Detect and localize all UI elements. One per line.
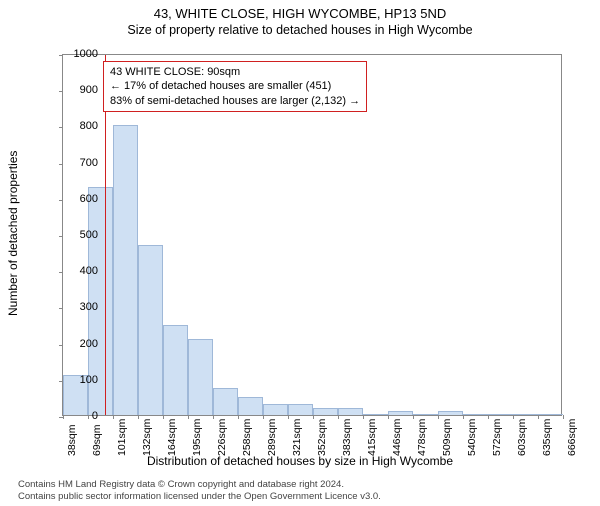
- histogram-bar: [513, 414, 538, 415]
- x-tick-label: 101sqm: [116, 419, 128, 456]
- x-tick-label: 478sqm: [416, 419, 428, 456]
- x-tick-label: 415sqm: [366, 419, 378, 456]
- histogram-bar: [213, 388, 238, 415]
- histogram-bar: [413, 414, 438, 415]
- histogram-bar: [313, 408, 338, 415]
- x-tick-label: 289sqm: [266, 419, 278, 456]
- histogram-bar: [463, 414, 488, 415]
- histogram-bar: [188, 339, 213, 415]
- footer-line1: Contains HM Land Registry data © Crown c…: [18, 479, 381, 490]
- x-tick-label: 603sqm: [516, 419, 528, 456]
- histogram-bar: [388, 411, 413, 415]
- histogram-bar: [438, 411, 463, 415]
- histogram-bar: [238, 397, 263, 415]
- callout-line2: ← 17% of detached houses are smaller (45…: [110, 79, 360, 93]
- chart-title-main: 43, WHITE CLOSE, HIGH WYCOMBE, HP13 5ND: [0, 6, 600, 21]
- x-tick-label: 69sqm: [91, 424, 103, 456]
- x-tick-label: 666sqm: [566, 419, 578, 456]
- y-tick-label: 400: [66, 265, 98, 277]
- footer-attribution: Contains HM Land Registry data © Crown c…: [18, 479, 381, 502]
- footer-line2: Contains public sector information licen…: [18, 491, 381, 502]
- x-tick-label: 195sqm: [191, 419, 203, 456]
- x-tick-label: 572sqm: [491, 419, 503, 456]
- y-tick-label: 800: [66, 120, 98, 132]
- x-tick-label: 352sqm: [316, 419, 328, 456]
- histogram-bar: [338, 408, 363, 415]
- y-tick-label: 0: [66, 410, 98, 422]
- x-tick-label: 321sqm: [291, 419, 303, 456]
- y-tick-label: 700: [66, 157, 98, 169]
- x-tick-label: 509sqm: [441, 419, 453, 456]
- x-tick-label: 132sqm: [141, 419, 153, 456]
- histogram-bar: [163, 325, 188, 416]
- histogram-bar: [488, 414, 513, 415]
- x-tick-label: 383sqm: [341, 419, 353, 456]
- y-tick-label: 1000: [66, 48, 98, 60]
- y-tick-label: 300: [66, 301, 98, 313]
- histogram-bar: [138, 245, 163, 415]
- histogram-bar: [263, 404, 288, 415]
- x-tick-label: 635sqm: [541, 419, 553, 456]
- y-axis-label: Number of detached properties: [6, 151, 20, 316]
- x-tick-label: 540sqm: [466, 419, 478, 456]
- x-tick-label: 226sqm: [216, 419, 228, 456]
- x-tick-label: 164sqm: [166, 419, 178, 456]
- chart-title-sub: Size of property relative to detached ho…: [0, 23, 600, 37]
- histogram-bar: [288, 404, 313, 415]
- x-tick-label: 446sqm: [391, 419, 403, 456]
- y-tick-label: 900: [66, 84, 98, 96]
- x-tick-label: 258sqm: [241, 419, 253, 456]
- callout-box: 43 WHITE CLOSE: 90sqm← 17% of detached h…: [103, 61, 367, 112]
- y-tick-label: 200: [66, 338, 98, 350]
- y-tick-label: 600: [66, 193, 98, 205]
- histogram-bar: [363, 414, 388, 415]
- callout-line1: 43 WHITE CLOSE: 90sqm: [110, 65, 360, 79]
- y-tick-label: 500: [66, 229, 98, 241]
- callout-line3: 83% of semi-detached houses are larger (…: [110, 94, 360, 108]
- histogram-bar: [538, 414, 563, 415]
- chart-plot-area: 43 WHITE CLOSE: 90sqm← 17% of detached h…: [62, 54, 562, 416]
- y-tick-label: 100: [66, 374, 98, 386]
- x-axis-label: Distribution of detached houses by size …: [0, 454, 600, 468]
- histogram-bar: [113, 125, 138, 415]
- x-tick-label: 38sqm: [66, 424, 78, 456]
